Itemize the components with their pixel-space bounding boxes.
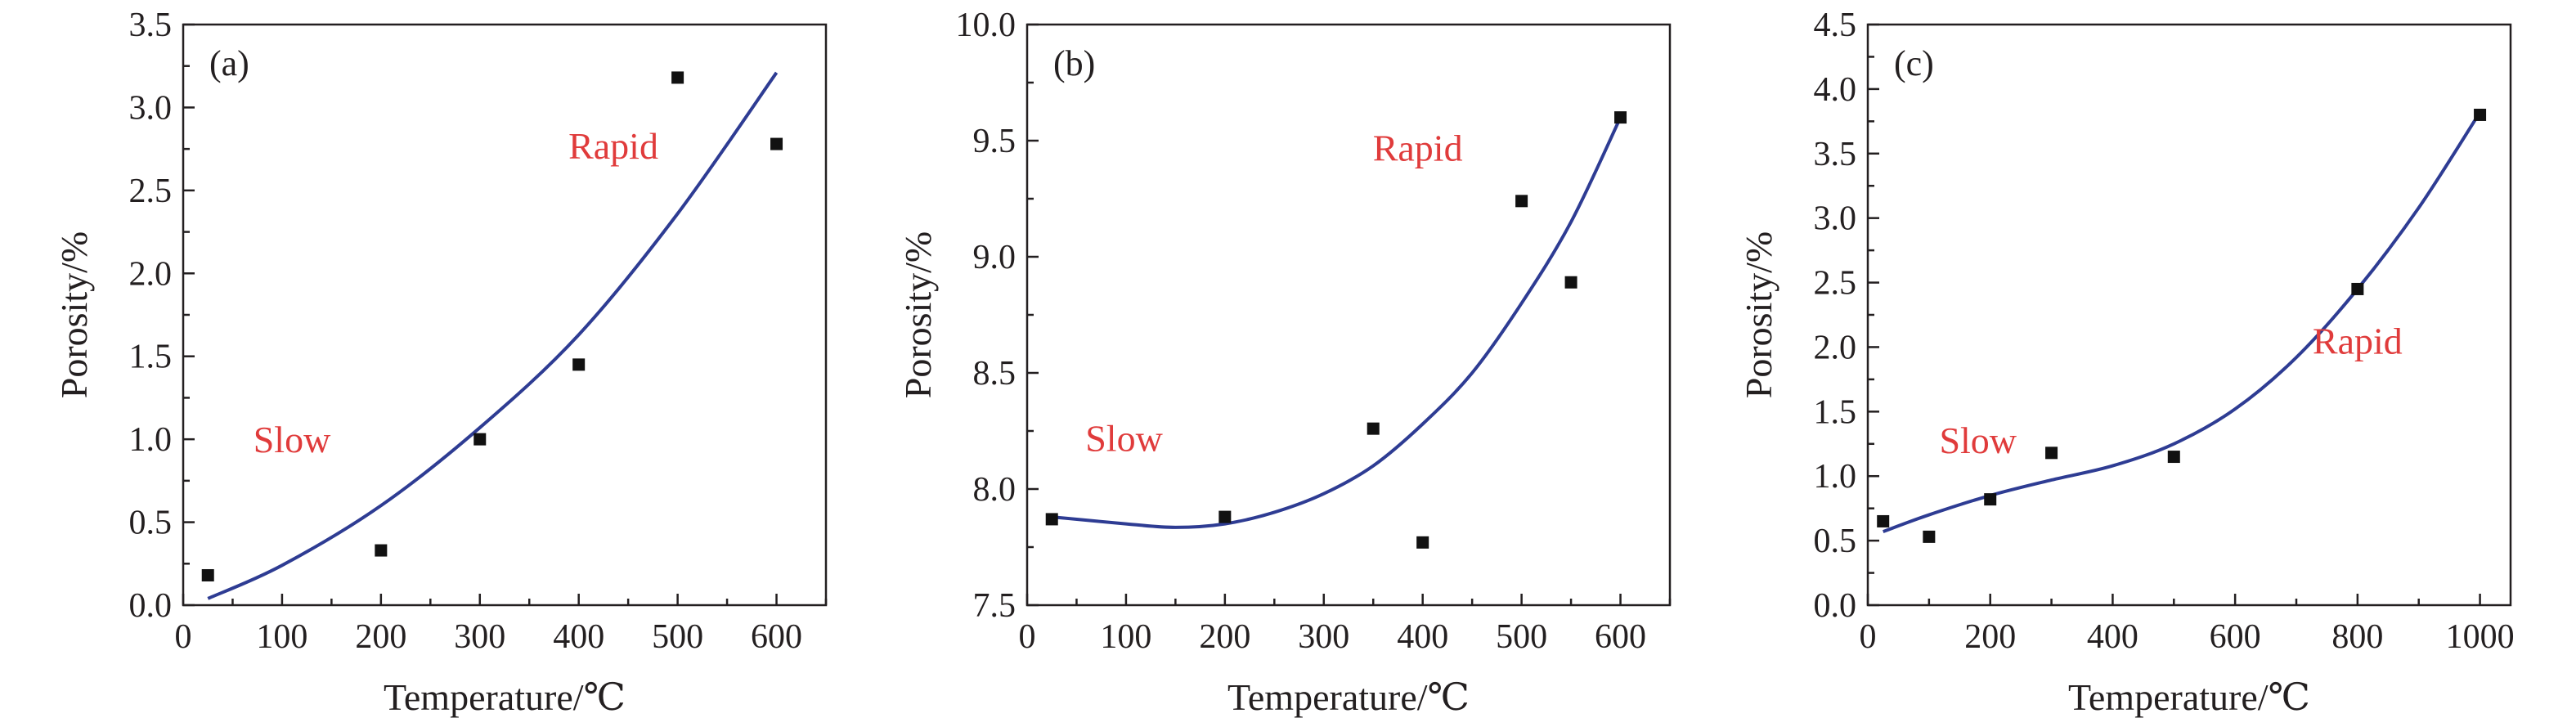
x-tick-label: 200 (1964, 618, 2016, 656)
data-point (1218, 510, 1232, 523)
data-point (1416, 536, 1429, 549)
plot-frame (182, 23, 828, 607)
data-point (2167, 451, 2180, 464)
y-tick-label: 2.0 (1814, 329, 1857, 366)
annotation-rapid: Rapid (2313, 321, 2403, 362)
x-tick-label: 600 (751, 618, 802, 656)
data-point (1614, 111, 1627, 124)
x-axis-label: Temperature/℃ (1227, 676, 1470, 718)
annotation-rapid: Rapid (568, 125, 658, 167)
data-point (1515, 195, 1528, 208)
y-tick-label: 9.0 (973, 239, 1016, 276)
y-tick-label: 2.0 (129, 255, 173, 293)
y-tick-label: 7.5 (973, 587, 1016, 625)
x-axis-label: Temperature/℃ (384, 676, 626, 718)
x-tick-label: 400 (553, 618, 604, 656)
y-tick-label: 1.0 (129, 421, 173, 459)
y-tick-label: 2.5 (129, 173, 173, 210)
x-tick-label: 0 (1019, 618, 1036, 656)
data-point (572, 358, 586, 371)
x-tick-label: 500 (1496, 618, 1547, 656)
x-tick-label: 600 (2210, 618, 2261, 656)
data-point (2474, 108, 2487, 121)
x-tick-label: 200 (355, 618, 406, 656)
y-tick-label: 3.0 (129, 89, 173, 127)
y-tick-label: 3.0 (1814, 200, 1857, 238)
x-tick-label: 300 (454, 618, 505, 656)
y-tick-label: 1.5 (129, 339, 173, 376)
x-tick-label: 600 (1595, 618, 1646, 656)
x-tick-label: 300 (1298, 618, 1349, 656)
x-tick-label: 400 (2087, 618, 2138, 656)
y-tick-label: 0.5 (1814, 523, 1857, 560)
data-point (201, 568, 214, 581)
y-axis-label: Porosity/% (897, 231, 939, 398)
y-tick-label: 4.0 (1814, 71, 1857, 109)
x-axis-label: Temperature/℃ (2068, 676, 2310, 718)
data-point (1923, 530, 1936, 543)
data-point (375, 544, 388, 557)
x-tick-label: 1000 (2446, 618, 2515, 656)
x-tick-label: 500 (652, 618, 703, 656)
data-point (1984, 493, 1997, 506)
plot-frame (1866, 23, 2512, 607)
x-tick-label: 0 (175, 618, 192, 656)
data-point (1877, 514, 1890, 527)
plot-frame (1025, 23, 1672, 607)
data-point (770, 137, 783, 150)
annotation-slow: Slow (254, 419, 331, 460)
annotation-slow: Slow (1085, 418, 1163, 460)
panel-2: 0 100 200 300 400 500 600 7.5 8.0 8.5 9.0 9.5 10.0 Te… (897, 7, 1672, 718)
data-point (473, 433, 487, 446)
data-point (1045, 513, 1058, 526)
data-point (2045, 447, 2058, 460)
panel-3: 0 200 400 600 800 1000 0.0 0.5 1.0 1.5 2.0 2.5 3.0 3.… (1738, 7, 2515, 718)
x-tick-label: 0 (1860, 618, 1877, 656)
y-tick-label: 1.0 (1814, 458, 1857, 496)
x-tick-label: 100 (1100, 618, 1151, 656)
annotation-slow: Slow (1939, 420, 2017, 461)
x-tick-label: 800 (2331, 618, 2383, 656)
y-tick-label: 4.5 (1814, 7, 1857, 44)
y-tick-label: 3.5 (129, 7, 173, 44)
x-tick-label: 200 (1199, 618, 1250, 656)
x-tick-label: 100 (256, 618, 307, 656)
panel-tag: (c) (1894, 43, 1934, 83)
y-tick-label: 0.0 (129, 587, 173, 625)
y-tick-label: 3.5 (1814, 136, 1857, 173)
fit-curve (1052, 116, 1622, 529)
data-point (1367, 422, 1380, 435)
y-tick-label: 9.5 (973, 123, 1016, 160)
data-point (1564, 276, 1577, 289)
panel-tag: (b) (1053, 43, 1095, 83)
x-tick-label: 400 (1397, 618, 1448, 656)
panel-1: 0 100 200 300 400 500 600 0.0 0.5 1.0 1.5 2.0 2.5 3.0… (53, 7, 828, 718)
panel-tag: (a) (209, 43, 249, 83)
annotation-rapid: Rapid (1373, 128, 1463, 169)
fit-curve (207, 71, 779, 600)
data-point (671, 71, 684, 84)
y-tick-label: 8.5 (973, 355, 1016, 393)
y-tick-label: 0.0 (1814, 587, 1857, 625)
data-point (2351, 282, 2364, 295)
y-tick-label: 8.0 (973, 471, 1016, 509)
y-tick-label: 1.5 (1814, 393, 1857, 431)
y-tick-label: 0.5 (129, 505, 173, 542)
y-axis-label: Porosity/% (53, 231, 95, 398)
y-tick-label: 10.0 (956, 7, 1016, 44)
y-axis-label: Porosity/% (1738, 231, 1779, 398)
y-tick-label: 2.5 (1814, 265, 1857, 303)
